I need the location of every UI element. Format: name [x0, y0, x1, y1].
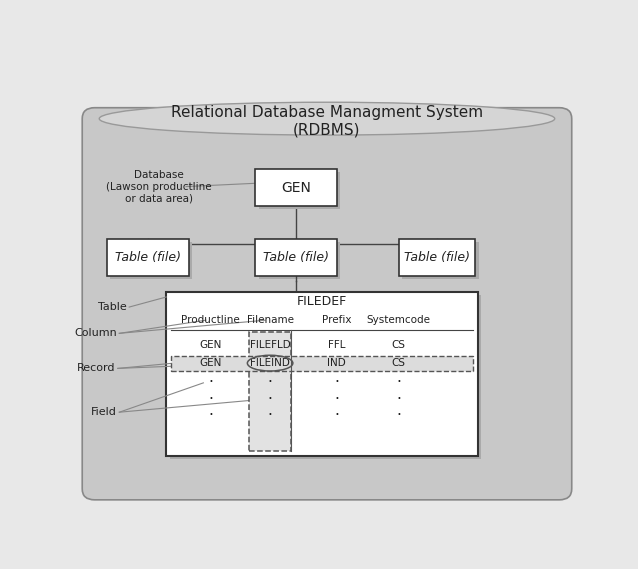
Text: ·: ·: [209, 376, 213, 390]
Text: ·: ·: [209, 408, 213, 423]
Text: FILEDEF: FILEDEF: [297, 295, 347, 308]
Text: Table (file): Table (file): [404, 251, 470, 264]
Text: ·: ·: [268, 408, 272, 423]
Text: CS: CS: [392, 358, 406, 368]
FancyBboxPatch shape: [402, 242, 478, 279]
FancyBboxPatch shape: [249, 332, 292, 451]
Text: ·: ·: [209, 391, 213, 407]
Text: ·: ·: [334, 408, 339, 423]
FancyBboxPatch shape: [255, 239, 337, 277]
Text: Systemcode: Systemcode: [367, 315, 431, 325]
Text: Productline: Productline: [181, 315, 240, 325]
Text: ·: ·: [334, 376, 339, 390]
Text: Prefix: Prefix: [322, 315, 352, 325]
Text: ·: ·: [268, 391, 272, 407]
FancyBboxPatch shape: [167, 292, 478, 456]
Ellipse shape: [100, 102, 554, 135]
Text: FILEFLD: FILEFLD: [249, 340, 290, 350]
Text: IND: IND: [327, 358, 346, 368]
Text: ·: ·: [268, 376, 272, 390]
Text: FILEIND: FILEIND: [250, 358, 290, 368]
FancyBboxPatch shape: [110, 242, 192, 279]
Text: ·: ·: [334, 391, 339, 407]
Text: CS: CS: [392, 340, 406, 350]
FancyBboxPatch shape: [259, 172, 340, 209]
FancyBboxPatch shape: [82, 108, 572, 500]
FancyBboxPatch shape: [107, 239, 189, 277]
Text: GEN: GEN: [200, 358, 222, 368]
Text: Record: Record: [77, 364, 115, 373]
Text: Filename: Filename: [247, 315, 293, 325]
FancyBboxPatch shape: [399, 239, 475, 277]
FancyBboxPatch shape: [170, 295, 481, 459]
Text: ·: ·: [396, 391, 401, 407]
FancyBboxPatch shape: [259, 242, 340, 279]
Text: Table (file): Table (file): [115, 251, 181, 264]
Text: Table: Table: [98, 302, 127, 312]
Text: Table (file): Table (file): [263, 251, 329, 264]
Text: Database
(Lawson productline
or data area): Database (Lawson productline or data are…: [106, 170, 212, 203]
FancyBboxPatch shape: [171, 356, 473, 370]
Text: Column: Column: [74, 328, 117, 339]
Text: FFL: FFL: [328, 340, 346, 350]
Text: Relational Database Managment System
(RDBMS): Relational Database Managment System (RD…: [171, 105, 483, 137]
Text: GEN: GEN: [281, 181, 311, 195]
Text: ·: ·: [396, 408, 401, 423]
FancyBboxPatch shape: [255, 169, 337, 207]
Text: GEN: GEN: [200, 340, 222, 350]
Text: Field: Field: [91, 407, 117, 417]
Text: ·: ·: [396, 376, 401, 390]
